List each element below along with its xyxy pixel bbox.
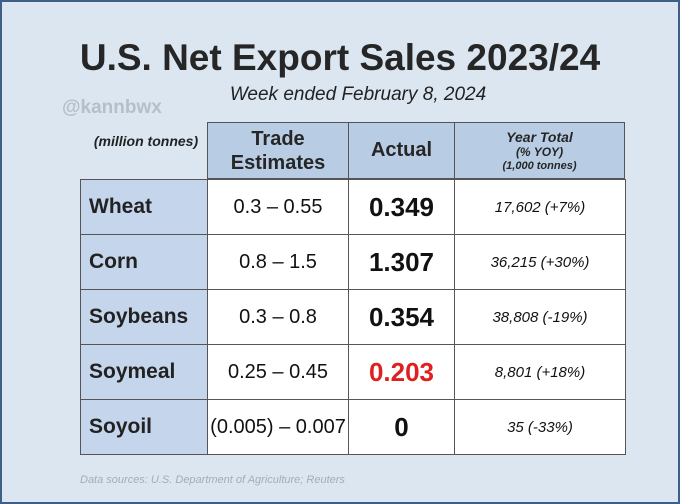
header-actual: Actual [348, 122, 455, 179]
year-total-cell: 8,801 (+18%) [454, 344, 626, 400]
header-year-total-line1: Year Total [506, 128, 573, 145]
table-row: Corn 0.8 – 1.5 1.307 36,215 (+30%) [80, 234, 626, 290]
data-sources-note: Data sources: U.S. Department of Agricul… [80, 474, 345, 486]
trade-estimate-cell: (0.005) – 0.007 [207, 399, 349, 455]
year-total-cell: 36,215 (+30%) [454, 234, 626, 290]
units-label: (million tonnes) [93, 133, 199, 149]
table-row: Soybeans 0.3 – 0.8 0.354 38,808 (-19%) [80, 289, 626, 345]
actual-cell: 1.307 [348, 234, 455, 290]
actual-cell: 0.354 [348, 289, 455, 345]
commodity-cell: Soymeal [80, 344, 208, 400]
header-year-total-line2: (% YOY) [515, 144, 564, 159]
year-total-cell: 38,808 (-19%) [454, 289, 626, 345]
trade-estimate-cell: 0.25 – 0.45 [207, 344, 349, 400]
trade-estimate-cell: 0.8 – 1.5 [207, 234, 349, 290]
header-year-total: Year Total (% YOY) (1,000 tonnes) [454, 122, 625, 179]
header-trade-estimates-label: Trade Estimates [230, 127, 326, 174]
actual-cell: 0 [348, 399, 455, 455]
page-title: U.S. Net Export Sales 2023/24 [79, 37, 601, 78]
header-year-total-line3: (1,000 tonnes) [502, 159, 577, 172]
year-total-cell: 35 (-33%) [454, 399, 626, 455]
header-actual-label: Actual [370, 139, 433, 161]
subtitle: Week ended February 8, 2024 [229, 84, 487, 105]
table-row: Wheat 0.3 – 0.55 0.349 17,602 (+7%) [80, 179, 626, 235]
export-sales-table: Wheat 0.3 – 0.55 0.349 17,602 (+7%) Corn… [80, 179, 626, 455]
year-total-cell: 17,602 (+7%) [454, 179, 626, 235]
table-row: Soymeal 0.25 – 0.45 0.203 8,801 (+18%) [80, 344, 626, 400]
watermark-handle: @kannbwx [62, 97, 162, 118]
commodity-cell: Soybeans [80, 289, 208, 345]
trade-estimate-cell: 0.3 – 0.8 [207, 289, 349, 345]
actual-cell: 0.349 [348, 179, 455, 235]
table-row: Soyoil (0.005) – 0.007 0 35 (-33%) [80, 399, 626, 455]
actual-cell-highlighted: 0.203 [348, 344, 455, 400]
header-trade-estimates: Trade Estimates [207, 122, 349, 179]
commodity-cell: Wheat [80, 179, 208, 235]
commodity-cell: Soyoil [80, 399, 208, 455]
trade-estimate-cell: 0.3 – 0.55 [207, 179, 349, 235]
commodity-cell: Corn [80, 234, 208, 290]
